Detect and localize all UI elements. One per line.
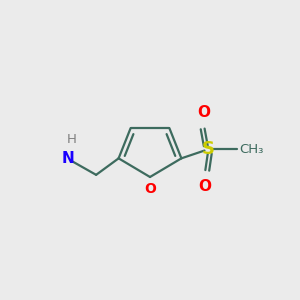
Text: CH₃: CH₃: [239, 143, 263, 156]
Text: S: S: [202, 140, 215, 158]
Text: O: O: [144, 182, 156, 197]
Text: O: O: [197, 105, 210, 120]
Text: N: N: [61, 151, 74, 166]
Text: H: H: [66, 133, 76, 146]
Text: O: O: [198, 179, 211, 194]
